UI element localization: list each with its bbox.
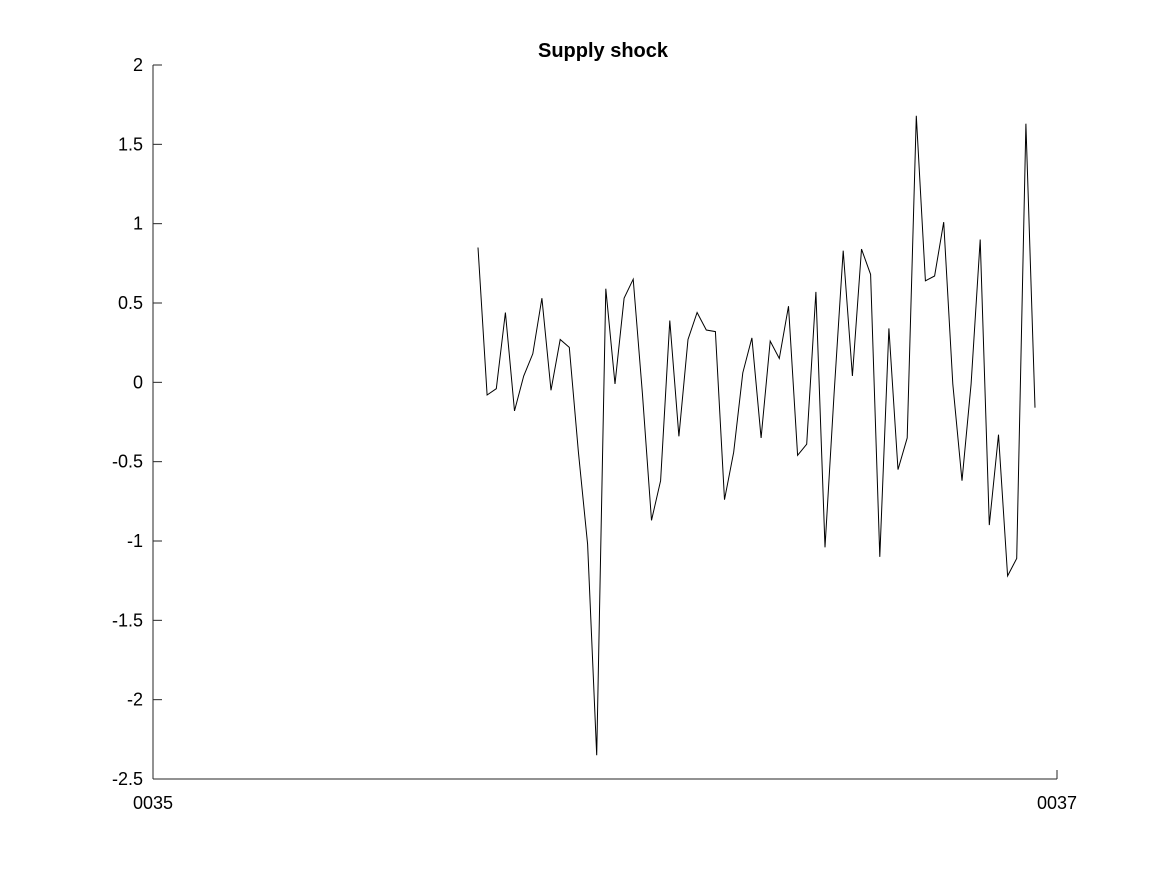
series-line-0 (477, 115, 1036, 756)
y-tick-label: 2 (133, 55, 143, 75)
y-tick-label: 0.5 (118, 293, 143, 313)
axes: 2 1.5 1 0.5 0 -0.5 -1 -1.5 -2 -2.5 0035 0037 (112, 55, 1077, 813)
y-tick-label: -0.5 (112, 452, 143, 472)
y-tick-label: 1.5 (118, 134, 143, 154)
y-tick-label: -2.5 (112, 769, 143, 789)
chart-title: Supply shock (538, 40, 669, 62)
y-tick-label: -1 (127, 531, 143, 551)
y-tick-label: -2 (127, 690, 143, 710)
y-tick-label: -1.5 (112, 610, 143, 630)
y-tick-label: 1 (133, 214, 143, 234)
y-tick-label: 0 (133, 372, 143, 392)
series-layer (477, 115, 1036, 756)
x-tick-label: 0037 (1037, 793, 1077, 813)
x-tick-label: 0035 (133, 793, 173, 813)
